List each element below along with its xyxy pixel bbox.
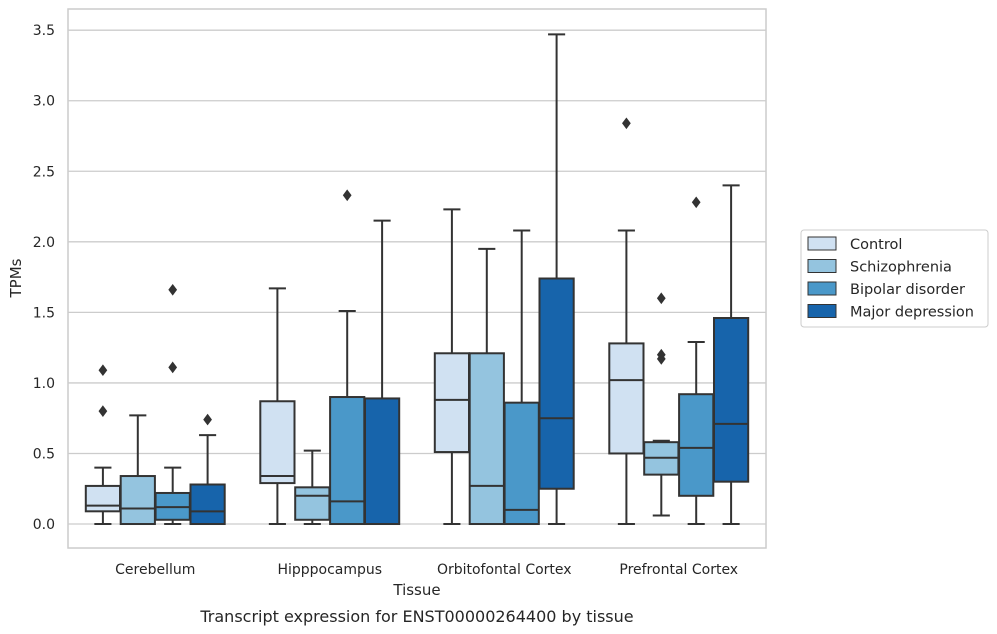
- y-tick-label: 2.0: [33, 235, 55, 251]
- legend-label: Major depression: [850, 305, 974, 321]
- box-control: [608, 117, 645, 526]
- legend: Control Schizophrenia Bipolar disorder Majo…: [800, 229, 989, 328]
- x-tick-labels: Cerebellum Hipppocampus Orbitofontal Corte…: [115, 562, 738, 578]
- y-tick-label: 0.5: [33, 446, 55, 462]
- iqr-box: [538, 277, 575, 490]
- x-tick-label: Cerebellum: [115, 562, 195, 578]
- outlier-point: [656, 292, 666, 305]
- legend-swatch: [807, 304, 837, 318]
- outlier-point: [342, 189, 352, 202]
- box-bipolar-disorder: [154, 283, 191, 526]
- y-tick-label: 3.5: [33, 23, 55, 39]
- iqr-box: [294, 486, 331, 521]
- outlier-point: [98, 405, 108, 417]
- outlier-point: [168, 361, 178, 374]
- outlier-point: [98, 364, 108, 377]
- iqr-box: [119, 475, 156, 526]
- legend-swatch: [807, 236, 837, 251]
- box-control: [84, 364, 122, 526]
- box-bipolar-disorder: [503, 229, 540, 526]
- y-tick-labels: 0.0 0.5 1.0 1.5 2.0 2.5 3.0 3.5: [33, 23, 55, 533]
- outlier-point: [656, 348, 666, 361]
- legend-label: Bipolar disorder: [850, 282, 965, 298]
- plot-area-frame: [67, 8, 767, 549]
- iqr-box: [503, 401, 540, 526]
- y-tick-label: 3.0: [33, 94, 55, 110]
- legend-swatch: [807, 259, 837, 273]
- box-control: [259, 287, 296, 526]
- iqr-box: [433, 352, 471, 454]
- y-tick-label: 1.5: [33, 305, 55, 321]
- legend-label: Schizophrenia: [850, 260, 952, 276]
- boxes: [84, 33, 750, 526]
- outlier-point: [622, 117, 631, 130]
- y-tick-label: 1.0: [33, 376, 55, 392]
- iqr-box: [678, 393, 715, 497]
- iqr-box: [189, 483, 226, 526]
- iqr-box: [84, 484, 122, 513]
- legend-frame: [800, 229, 989, 328]
- y-tick-label: 0.0: [33, 517, 55, 533]
- outlier-point: [203, 413, 212, 426]
- x-tick-label: Prefrontal Cortex: [619, 562, 738, 578]
- x-tick-label: Hipppocampus: [277, 562, 382, 578]
- chart-caption: Transcript expression for ENST0000026440…: [199, 607, 633, 626]
- legend-label: Control: [850, 237, 902, 253]
- y-tick-label: 2.5: [33, 164, 55, 180]
- box-bipolar-disorder: [329, 189, 366, 526]
- y-axis-label: TPMs: [7, 258, 25, 298]
- box-major-depression: [189, 413, 226, 526]
- gridlines: [68, 29, 766, 525]
- box-schizophrenia: [294, 449, 331, 526]
- outlier-point: [691, 196, 701, 209]
- box-control: [433, 208, 471, 526]
- iqr-box: [468, 352, 505, 526]
- iqr-box: [363, 397, 401, 526]
- box-major-depression: [712, 184, 750, 526]
- x-axis-label: Tissue: [392, 581, 440, 599]
- box-bipolar-disorder: [678, 196, 715, 526]
- iqr-box: [712, 317, 750, 483]
- iqr-box: [608, 342, 645, 455]
- box-schizophrenia: [468, 247, 505, 526]
- box-schizophrenia: [119, 414, 156, 526]
- iqr-box: [259, 400, 296, 485]
- legend-swatch: [807, 281, 837, 296]
- iqr-box: [329, 396, 366, 526]
- outlier-point: [168, 283, 178, 296]
- x-tick-label: Orbitofontal Cortex: [437, 562, 572, 578]
- box-major-depression: [363, 219, 401, 526]
- box-major-depression: [538, 33, 575, 526]
- box-schizophrenia: [643, 292, 680, 517]
